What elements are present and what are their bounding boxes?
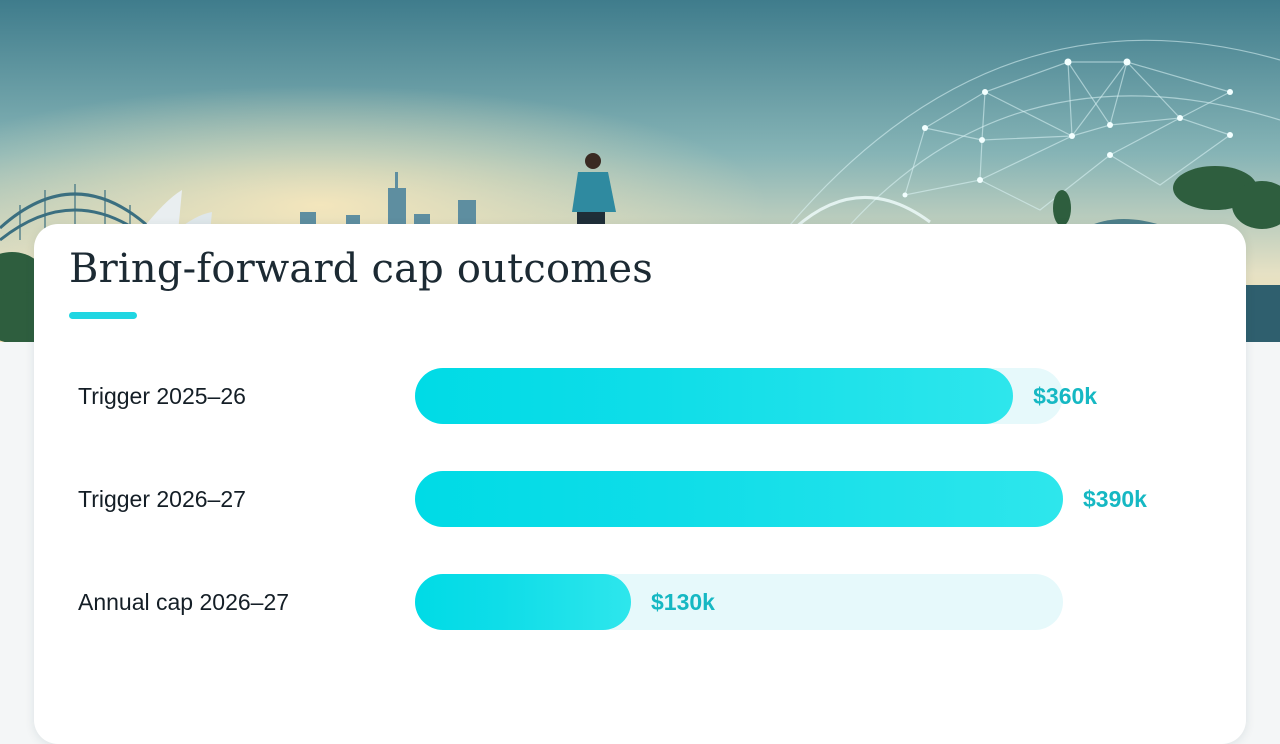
- category-label: Trigger 2026–27: [78, 486, 246, 512]
- value-label: $130k: [651, 589, 715, 615]
- category-label: Trigger 2025–26: [78, 383, 246, 409]
- chart-title: Bring-forward cap outcomes: [69, 246, 654, 292]
- bar-chart: Trigger 2025–26 $360k Trigger 2026–27 $390k…: [34, 224, 1246, 744]
- chart-card: Bring-forward cap outcomes Trigger 2025–…: [34, 224, 1246, 744]
- bar: [415, 471, 1063, 527]
- value-label: $360k: [1033, 383, 1098, 409]
- value-label: $390k: [1083, 486, 1147, 512]
- bar: [415, 368, 1014, 424]
- title-accent-bar: [69, 312, 137, 319]
- bar: [415, 574, 631, 630]
- category-label: Annual cap 2026–27: [78, 589, 290, 615]
